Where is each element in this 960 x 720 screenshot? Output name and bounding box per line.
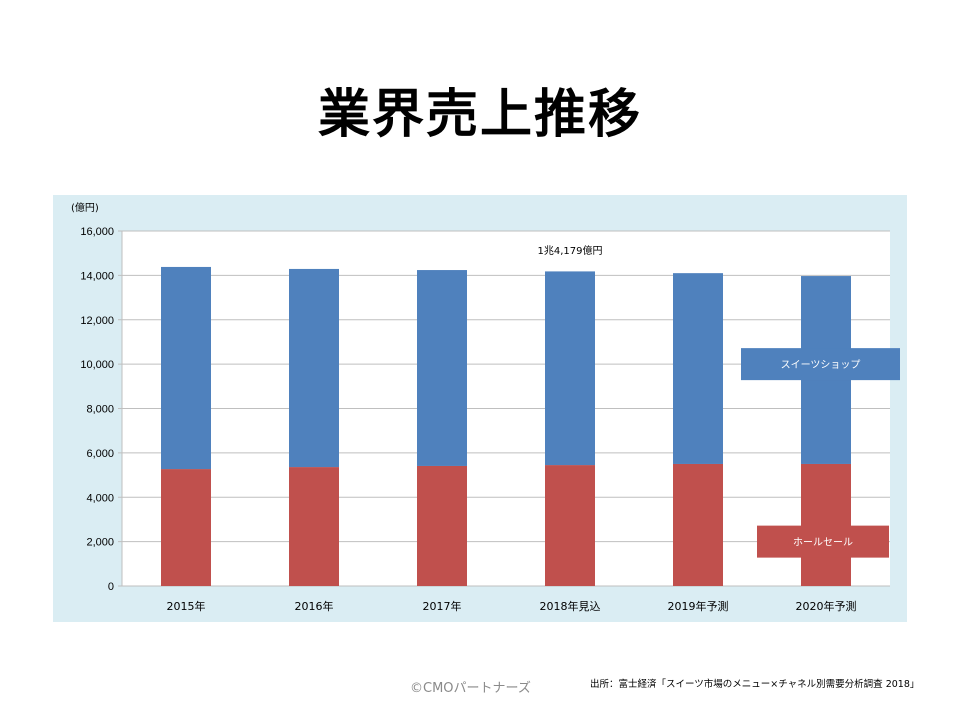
bar-segment (161, 469, 211, 586)
x-tick-label: 2018年見込 (540, 599, 601, 613)
x-tick-label: 2016年 (295, 599, 334, 613)
bar-segment (417, 270, 467, 466)
legend-label: スイーツショップ (781, 359, 861, 371)
y-tick-label: 4,000 (86, 492, 114, 504)
bar-segment (289, 467, 339, 586)
bar-segment (801, 463, 851, 586)
y-tick-label: 12,000 (80, 315, 114, 327)
legend-label: ホールセール (793, 537, 853, 549)
x-tick-label: 2020年予測 (796, 599, 857, 613)
copyright: ©CMOパートナーズ (410, 681, 531, 696)
bar-segment (545, 271, 595, 466)
legend-box (757, 525, 889, 558)
y-tick-label: 0 (108, 581, 114, 593)
y-tick-label: 10,000 (80, 359, 114, 371)
bar-segment (673, 273, 723, 464)
y-tick-label: 8,000 (86, 404, 114, 416)
bar-segment (161, 266, 211, 470)
bar-segment (417, 465, 467, 586)
stacked-bar-chart: 0 2,000 4,000 6,000 8,000 10,000 12,000 14,000 1… (71, 201, 900, 613)
y-tick-label: 14,000 (80, 270, 114, 282)
source-citation: 出所：富士経済「スイーツ市場のメニュー×チャネル別需要分析調査 2018」 (590, 679, 920, 690)
x-tick-label: 2017年 (423, 599, 462, 613)
y-tick-label: 2,000 (86, 537, 114, 549)
bar-segment (545, 465, 595, 586)
chart-panel: 0 2,000 4,000 6,000 8,000 10,000 12,000 14,000 1… (53, 195, 907, 622)
page-title: 業界売上推移 (317, 85, 642, 145)
y-tick-label: 16,000 (80, 226, 114, 238)
x-tick-label: 2015年 (167, 599, 206, 613)
bar-segment (289, 268, 339, 468)
total-annotation: 1兆4,179億円 (538, 244, 603, 257)
x-tick-label: 2019年予測 (668, 599, 729, 613)
y-axis-unit: (億円) (71, 201, 99, 214)
y-tick-label: 6,000 (86, 448, 114, 460)
legend-box (741, 348, 900, 381)
bar-segment (673, 463, 723, 586)
